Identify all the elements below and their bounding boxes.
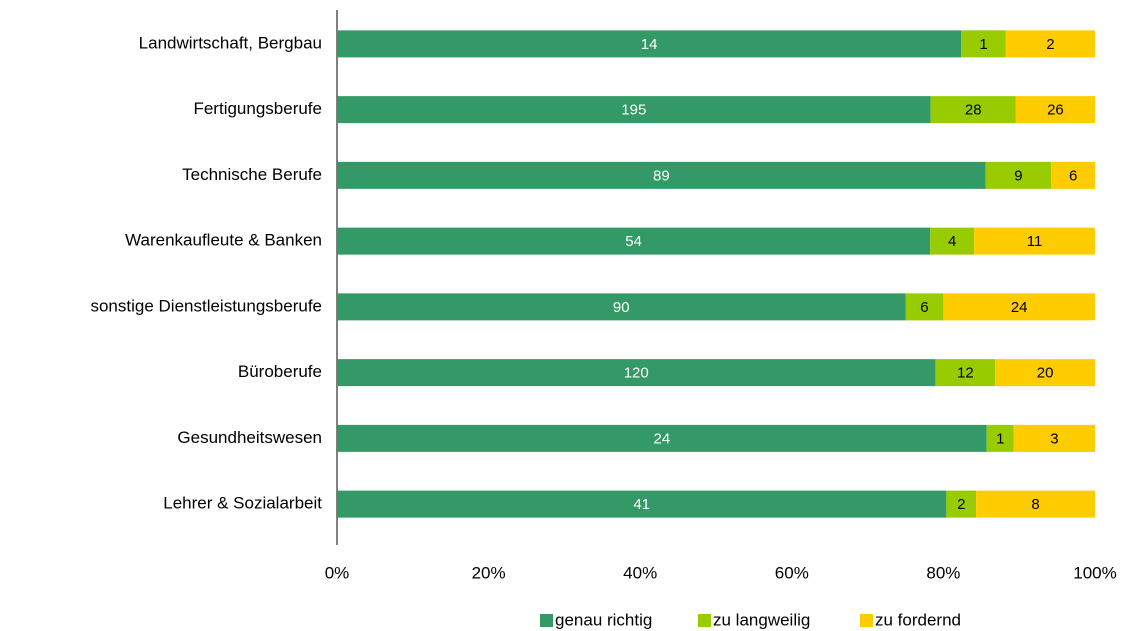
bar-segment (337, 293, 906, 321)
legend-label: zu fordernd (875, 610, 961, 629)
y-tick-label: Lehrer & Sozialarbeit (163, 494, 322, 513)
value-label: 1 (996, 430, 1004, 447)
bar-segment (976, 490, 1095, 518)
value-label: 12 (957, 365, 974, 382)
bar-segment (337, 424, 987, 452)
value-label: 24 (654, 430, 671, 447)
legend-swatch (698, 614, 711, 627)
legend-label: zu langweilig (713, 610, 810, 629)
value-label: 89 (653, 167, 670, 184)
value-label: 195 (621, 102, 646, 119)
value-label: 4 (948, 233, 956, 250)
bar-segment (930, 96, 1016, 124)
value-label: 24 (1011, 299, 1028, 316)
value-label: 11 (1027, 233, 1043, 250)
value-label: 6 (1069, 167, 1077, 184)
value-label: 8 (1031, 496, 1039, 513)
value-label: 54 (625, 233, 642, 250)
y-tick-label: Landwirtschaft, Bergbau (139, 33, 322, 52)
bar-segment (1015, 96, 1095, 124)
bar-segment (930, 227, 975, 255)
bar-segment (337, 96, 931, 124)
y-tick-label: Büroberufe (238, 362, 322, 381)
legend-label: genau richtig (555, 610, 652, 629)
x-tick-label: 0% (325, 563, 350, 582)
bar-segment (985, 161, 1052, 189)
y-tick-label: Gesundheitswesen (177, 428, 322, 447)
bar-segment (995, 359, 1095, 387)
y-tick-label: sonstige Dienstleistungsberufe (90, 296, 322, 315)
bar-segment (986, 424, 1014, 452)
x-tick-label: 20% (472, 563, 506, 582)
value-label: 14 (641, 36, 658, 53)
value-label: 20 (1037, 365, 1054, 382)
bar-segment (337, 161, 986, 189)
bar-segment (337, 227, 931, 255)
x-tick-label: 60% (775, 563, 809, 582)
bar-segment (974, 227, 1095, 255)
y-tick-label: Fertigungsberufe (193, 99, 322, 118)
bar-segment (961, 30, 1006, 58)
y-tick-label: Warenkaufleute & Banken (125, 231, 322, 250)
bar-segment (1005, 30, 1095, 58)
value-label: 6 (920, 299, 928, 316)
bar-segment (946, 490, 977, 518)
value-label: 3 (1050, 430, 1058, 447)
value-label: 28 (965, 102, 982, 119)
legend-swatch (860, 614, 873, 627)
value-label: 90 (613, 299, 630, 316)
bar-segment (935, 359, 996, 387)
x-tick-label: 100% (1073, 563, 1116, 582)
bar-segment (337, 359, 936, 387)
bar-segment (337, 490, 947, 518)
value-label: 1 (979, 36, 987, 53)
bar-segment (1051, 161, 1095, 189)
bar-segment (337, 30, 962, 58)
bar-segment (943, 293, 1095, 321)
value-label: 2 (1046, 36, 1054, 53)
value-label: 120 (624, 365, 649, 382)
legend-swatch (540, 614, 553, 627)
value-label: 41 (633, 496, 650, 513)
value-label: 2 (957, 496, 965, 513)
value-label: 9 (1014, 167, 1022, 184)
bar-segment (1013, 424, 1095, 452)
value-label: 26 (1047, 102, 1064, 119)
x-tick-label: 40% (623, 563, 657, 582)
bar-segment (905, 293, 944, 321)
x-tick-label: 80% (926, 563, 960, 582)
y-tick-label: Technische Berufe (182, 165, 322, 184)
